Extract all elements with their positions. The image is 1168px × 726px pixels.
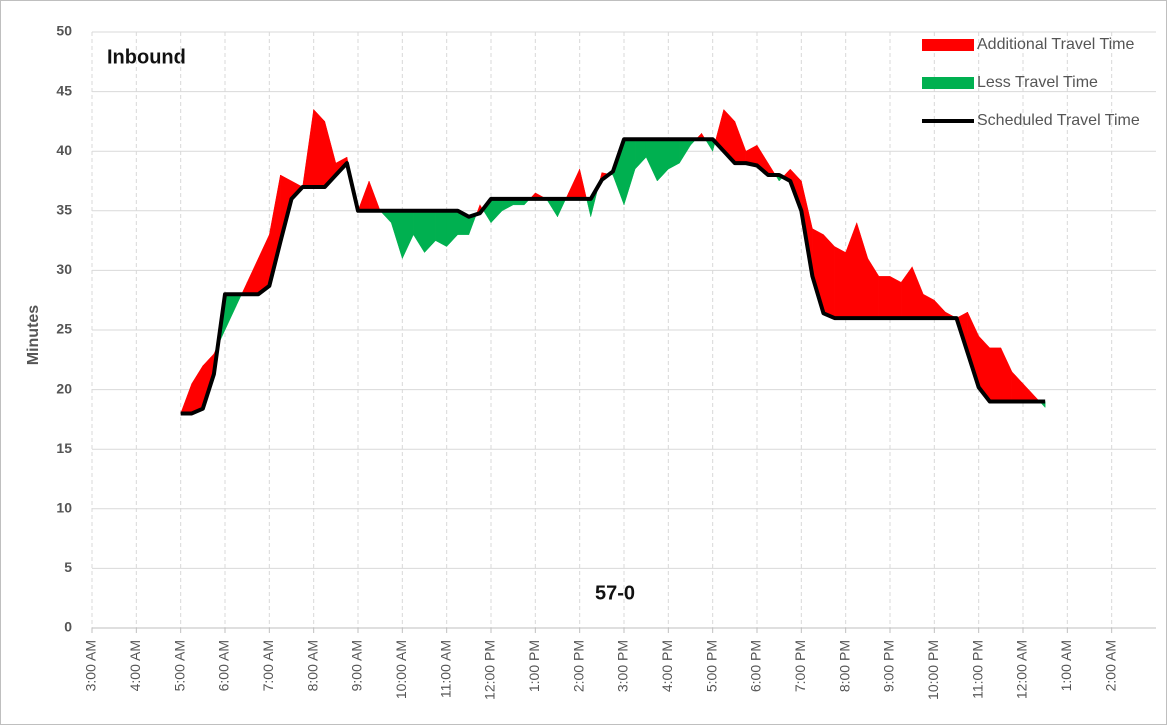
x-tick-label: 3:00 PM <box>615 640 631 692</box>
additional-area <box>834 246 846 319</box>
chart-title: Inbound <box>107 46 186 68</box>
x-tick-label: 11:00 AM <box>437 640 453 698</box>
annotation: 57-0 <box>595 582 635 604</box>
y-tick-label: 10 <box>56 500 72 516</box>
y-tick-label: 15 <box>56 440 72 456</box>
x-tick-label: 7:00 AM <box>260 640 276 691</box>
difference-areas <box>180 108 1046 414</box>
y-tick-label: 30 <box>56 261 72 277</box>
legend: Additional Travel Time Less Travel Time Sc… <box>922 36 1140 129</box>
x-tick-label: 4:00 AM <box>127 640 143 691</box>
additional-area <box>313 108 325 188</box>
legend-label: Additional Travel Time <box>977 36 1135 53</box>
additional-area <box>889 275 902 319</box>
x-tick-label: 9:00 PM <box>881 640 897 692</box>
x-tick-label: 3:00 AM <box>83 640 99 691</box>
x-tick-label: 8:00 PM <box>836 640 852 692</box>
less-area <box>435 210 447 247</box>
additional-area <box>823 234 835 319</box>
x-tick-label: 8:00 AM <box>304 640 320 691</box>
x-tick-label: 1:00 AM <box>1058 640 1074 691</box>
x-tick-label: 2:00 AM <box>1102 640 1118 691</box>
scheduled-line <box>180 137 1046 416</box>
x-tick-label: 5:00 AM <box>171 640 187 691</box>
x-tick-label: 4:00 PM <box>659 640 675 692</box>
x-tick-label: 11:00 PM <box>969 640 985 699</box>
x-tick-label: 12:00 AM <box>1014 640 1030 699</box>
x-tick-label: 12:00 PM <box>482 640 498 700</box>
legend-label: Scheduled Travel Time <box>977 112 1140 129</box>
x-tick-label: 1:00 PM <box>526 640 542 692</box>
x-tick-label: 10:00 AM <box>393 640 409 699</box>
y-tick-label: 25 <box>56 321 72 337</box>
y-tick-label: 40 <box>56 142 72 158</box>
x-tick-label: 7:00 PM <box>792 640 808 692</box>
legend-swatch <box>922 39 974 51</box>
y-tick-label: 50 <box>56 23 72 39</box>
legend-label: Less Travel Time <box>977 74 1098 91</box>
y-axis-label: Minutes <box>25 305 42 366</box>
x-tick-label: 5:00 PM <box>703 640 719 692</box>
additional-area <box>878 276 891 319</box>
x-tick-label: 2:00 PM <box>570 640 586 692</box>
x-tick-label: 9:00 AM <box>349 640 365 691</box>
additional-area <box>989 347 1002 402</box>
legend-swatch <box>922 77 974 89</box>
y-tick-label: 0 <box>64 619 72 635</box>
y-tick-label: 45 <box>56 82 72 98</box>
y-tick-label: 5 <box>64 559 72 575</box>
x-tick-label: 6:00 AM <box>216 640 232 691</box>
y-tick-label: 35 <box>56 202 72 218</box>
x-tick-label: 10:00 PM <box>925 640 941 700</box>
x-tick-label: 6:00 PM <box>748 640 764 692</box>
y-tick-label: 20 <box>56 380 72 396</box>
